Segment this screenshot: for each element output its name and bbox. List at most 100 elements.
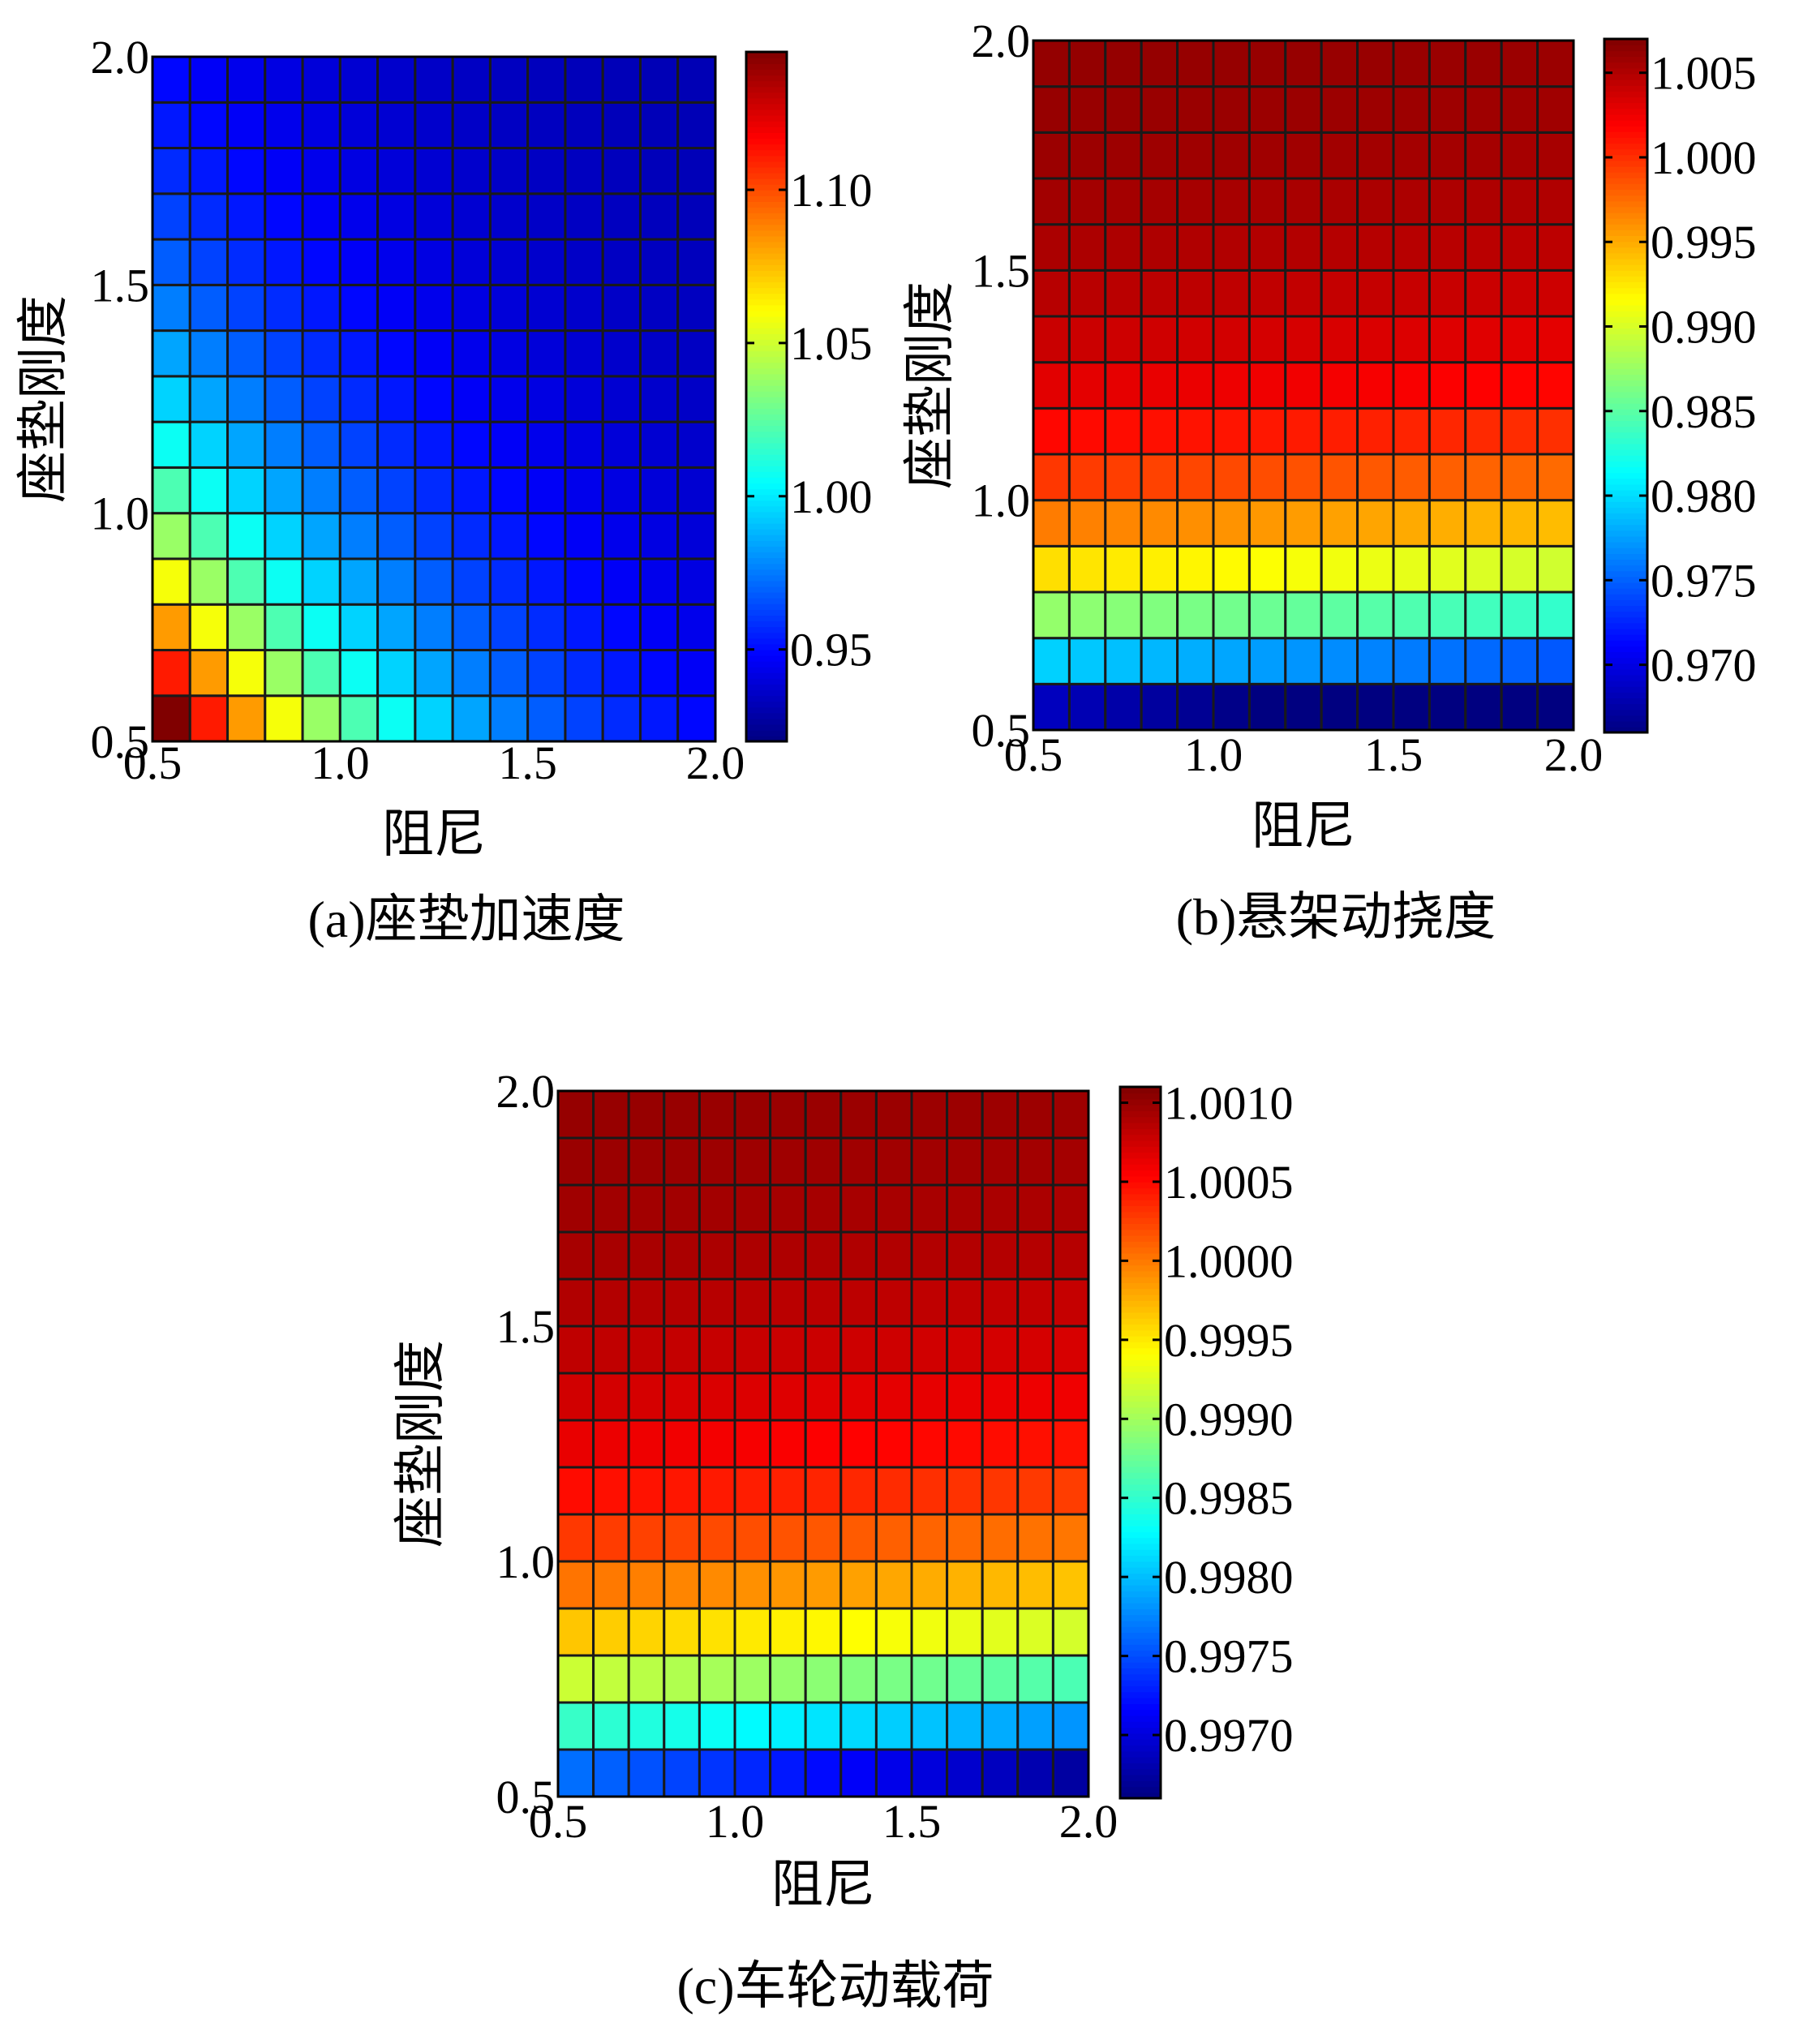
x-axis-label: 阻尼 — [771, 1856, 875, 1913]
heatmap-cell — [676, 101, 717, 150]
heatmap-cell — [1392, 361, 1431, 410]
heatmap-cell — [1212, 177, 1251, 226]
x-tick-label: 1.5 — [498, 736, 557, 789]
heatmap-cell — [769, 1230, 807, 1281]
heatmap-cell — [488, 694, 530, 743]
heatmap-cell — [1032, 637, 1071, 685]
heatmap-cell — [301, 466, 341, 515]
plot-frame — [556, 1089, 1090, 1798]
x-tick-label: 2.0 — [1059, 1795, 1118, 1848]
colorbar — [746, 52, 787, 742]
heatmap-cell — [733, 1230, 772, 1281]
heatmap-cell — [627, 1607, 666, 1657]
heatmap-cell — [376, 192, 417, 241]
heatmap-cell — [151, 694, 191, 743]
heatmap-cell — [638, 192, 680, 241]
heatmap-cell — [733, 1278, 772, 1328]
heatmap-cell — [981, 1136, 1020, 1187]
heatmap-cell — [663, 1325, 701, 1375]
heatmap-cell — [1067, 361, 1107, 410]
heatmap-cell — [264, 238, 304, 286]
heatmap-cell — [1104, 361, 1143, 410]
heatmap-cell — [1067, 315, 1107, 364]
heatmap-cell — [1464, 544, 1503, 594]
heatmap-cell — [1051, 1560, 1090, 1610]
heatmap-cell — [226, 101, 267, 150]
panel-b: 0.5 1.0 1.5 2.0 0.5 1.0 1.5 2.0 阻尼 座垫刚度 0.970 0.975… — [901, 15, 1757, 946]
heatmap-cell — [264, 694, 304, 743]
heatmap-cell — [981, 1560, 1020, 1610]
heatmap-cell — [151, 283, 191, 333]
heatmap-cell — [488, 557, 530, 606]
heatmap-cell — [1176, 682, 1215, 732]
heatmap-cell — [376, 603, 417, 651]
heatmap-cell — [338, 55, 380, 104]
heatmap-cell — [1032, 268, 1071, 318]
heatmap-cell — [1067, 499, 1107, 548]
heatmap-cell — [676, 420, 717, 469]
heatmap-cell — [592, 1466, 630, 1516]
colorbar-tick-label: 0.95 — [790, 624, 873, 676]
heatmap-cell — [301, 147, 341, 195]
heatmap-cell — [601, 283, 642, 333]
colorbar-tick-label: 0.995 — [1651, 216, 1757, 268]
heatmap-cell — [188, 694, 230, 743]
colorbar-frame — [1603, 37, 1649, 734]
heatmap-cell — [1016, 1748, 1054, 1798]
heatmap-cell — [1212, 453, 1251, 502]
colorbar-tick-label: 1.0000 — [1164, 1235, 1294, 1287]
heatmap-cells — [556, 1089, 1090, 1798]
heatmap-cell — [1392, 315, 1431, 364]
heatmap-cell — [264, 512, 304, 560]
heatmap-cell — [1247, 499, 1287, 548]
heatmap-cell — [1051, 1654, 1090, 1704]
colorbar-tick-label: 0.9975 — [1164, 1630, 1294, 1683]
heatmap-cell — [414, 55, 454, 104]
heatmap-cell — [451, 283, 492, 333]
heatmap-cell — [663, 1607, 701, 1657]
heatmap-cell — [1500, 268, 1539, 318]
heatmap-cell — [338, 147, 380, 195]
heatmap-cell — [769, 1654, 807, 1704]
heatmap-cell — [151, 512, 191, 560]
heatmap-cell — [451, 648, 492, 698]
heatmap-cell — [676, 55, 717, 104]
heatmap-cell — [451, 375, 492, 423]
heatmap-cell — [946, 1607, 984, 1657]
heatmap-cell — [1247, 131, 1287, 180]
heatmap-cell — [1284, 544, 1323, 594]
heatmap-cell — [946, 1654, 984, 1704]
panel-a: 0.5 1.0 1.5 2.0 0.5 1.0 1.5 2.0 阻尼 座垫刚度 0.95 1.00 1.… — [15, 31, 873, 948]
heatmap-cell — [910, 1607, 949, 1657]
heatmap-cell — [1067, 453, 1107, 502]
heatmap-cell — [839, 1748, 878, 1798]
heatmap-cell — [1500, 131, 1539, 180]
heatmap-cell — [526, 694, 567, 743]
heatmap-cell — [1356, 406, 1395, 456]
heatmap-cell — [769, 1136, 807, 1187]
heatmap-cell — [451, 420, 492, 469]
heatmap-cell — [1392, 85, 1431, 134]
heatmap-cell — [1140, 453, 1179, 502]
heatmap-cell — [556, 1372, 595, 1422]
heatmap-cell — [769, 1183, 807, 1234]
colorbar — [1120, 1087, 1161, 1799]
heatmap-cell — [1320, 544, 1359, 594]
heatmap-cell — [376, 694, 417, 743]
heatmap-cell — [226, 648, 267, 698]
heatmap-cell — [1284, 637, 1323, 685]
heatmap-cell — [1051, 1419, 1090, 1469]
heatmap-cell — [663, 1748, 701, 1798]
heatmap-cell — [839, 1278, 878, 1328]
heatmap-cell — [1016, 1607, 1054, 1657]
colorbar-tick-label: 0.9985 — [1164, 1472, 1294, 1525]
heatmap-cell — [414, 420, 454, 469]
heatmap-cell — [601, 694, 642, 743]
heatmap-cell — [1500, 223, 1539, 272]
heatmap-cell — [1247, 637, 1287, 685]
heatmap-cell — [1247, 315, 1287, 364]
heatmap-cell — [1428, 544, 1467, 594]
heatmap-cell — [1212, 39, 1251, 88]
heatmap-cell — [1032, 682, 1071, 732]
heatmap-cell — [1176, 499, 1215, 548]
